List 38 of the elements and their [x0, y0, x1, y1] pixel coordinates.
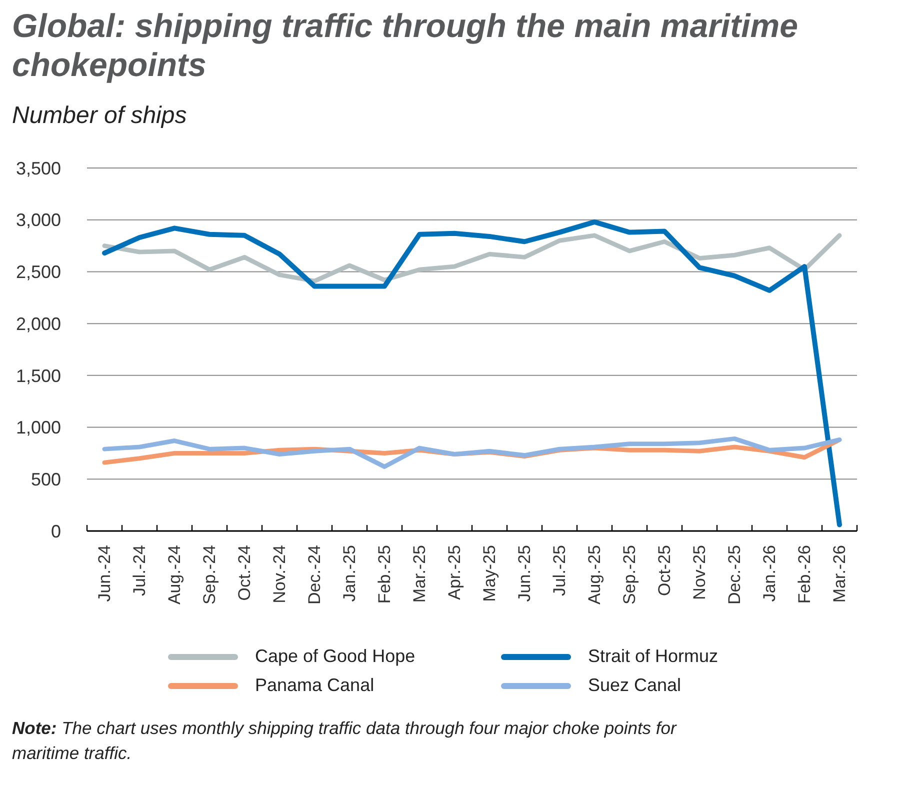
x-tick-label: Oct.-24 — [235, 545, 254, 601]
x-tick-label: Apr.-25 — [445, 545, 464, 600]
x-tick-label: Jan.-26 — [760, 545, 779, 602]
x-tick-label: Jun.-25 — [515, 545, 534, 602]
y-tick-label: 2,500 — [16, 262, 61, 282]
x-tick-label: Jul.-24 — [130, 545, 149, 596]
x-tick-label: Mar.-26 — [830, 545, 849, 603]
x-tick-label: Oct-25 — [655, 545, 674, 596]
y-tick-label: 1,000 — [16, 418, 61, 438]
y-tick-label: 1,500 — [16, 366, 61, 386]
y-tick-label: 3,500 — [16, 158, 61, 178]
x-tick-label: Sep.-25 — [620, 545, 639, 605]
y-tick-label: 2,000 — [16, 314, 61, 334]
x-tick-label: Nov.-24 — [270, 545, 289, 604]
x-tick-label: Aug.-25 — [585, 545, 604, 605]
x-tick-label: Jul.-25 — [550, 545, 569, 596]
x-tick-label: Sep.-24 — [200, 545, 219, 605]
legend-label: Strait of Hormuz — [588, 646, 718, 667]
x-tick-label: Nov-25 — [690, 545, 709, 600]
x-tick-label: Feb.-26 — [795, 545, 814, 604]
x-tick-label: May-25 — [480, 545, 499, 602]
x-tick-label: Feb.-25 — [375, 545, 394, 604]
text: Note: The chart uses monthly shipping traffic data through four major choke points for maritime traffic. — [12, 718, 676, 763]
x-tick-label: Jun.-24 — [95, 545, 114, 602]
x-tick-label: Mar.-25 — [410, 545, 429, 603]
chart-title: Global: shipping traffic through the main maritime chokepoints — [12, 7, 798, 83]
y-tick-label: 3,000 — [16, 210, 61, 230]
x-tick-label: Dec.-25 — [725, 545, 744, 605]
legend-label: Panama Canal — [255, 675, 374, 696]
x-tick-label: Jan.-25 — [340, 545, 359, 602]
line-series — [102, 233, 842, 284]
y-tick-label: 500 — [30, 470, 61, 490]
x-tick-label: Dec.-24 — [305, 545, 324, 605]
y-tick-label: 0 — [50, 521, 61, 542]
legend-label: Suez Canal — [588, 675, 682, 696]
x-tick-label: Aug.-24 — [165, 545, 184, 605]
chart-subtitle: Number of ships — [12, 102, 187, 129]
legend-label: Cape of Good Hope — [255, 646, 416, 667]
